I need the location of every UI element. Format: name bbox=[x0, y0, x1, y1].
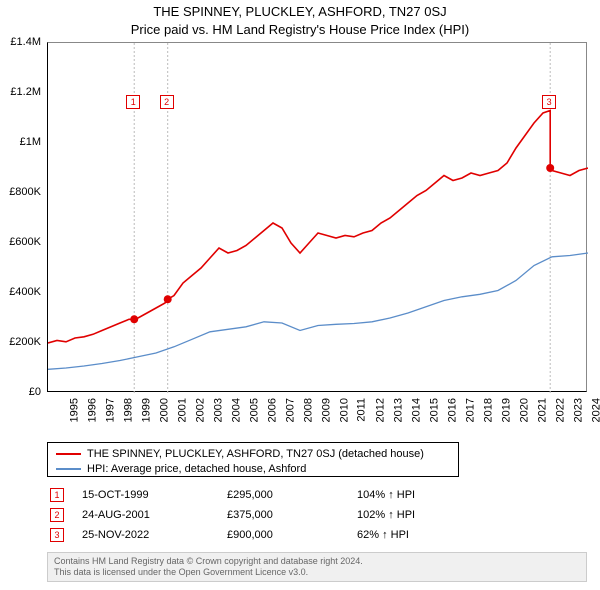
x-tick-label: 1998 bbox=[122, 398, 134, 422]
x-tick-label: 1995 bbox=[68, 398, 80, 422]
footer-attribution: Contains HM Land Registry data © Crown c… bbox=[47, 552, 587, 582]
legend-row-hpi: HPI: Average price, detached house, Ashf… bbox=[56, 461, 450, 476]
event-marker-small: 1 bbox=[50, 488, 64, 502]
event-date: 25-NOV-2022 bbox=[82, 529, 227, 541]
y-tick-label: £800K bbox=[9, 186, 41, 198]
legend-row-spinney: THE SPINNEY, PLUCKLEY, ASHFORD, TN27 0SJ… bbox=[56, 446, 450, 461]
x-tick-label: 2017 bbox=[464, 398, 476, 422]
event-price: £900,000 bbox=[227, 529, 357, 541]
event-price: £375,000 bbox=[227, 509, 357, 521]
x-tick-label: 2005 bbox=[248, 398, 260, 422]
y-tick-label: £200K bbox=[9, 336, 41, 348]
y-tick-label: £1.2M bbox=[10, 86, 41, 98]
event-marker-small: 2 bbox=[50, 508, 64, 522]
event-table: 1 15-OCT-1999£295,000104% ↑ HPI 2 24-AUG-20… bbox=[47, 485, 587, 545]
y-tick-label: £1M bbox=[20, 136, 41, 148]
x-tick-label: 2003 bbox=[212, 398, 224, 422]
legend-label-spinney: THE SPINNEY, PLUCKLEY, ASHFORD, TN27 0SJ… bbox=[87, 448, 424, 460]
legend-label-hpi: HPI: Average price, detached house, Ashf… bbox=[87, 463, 306, 475]
x-tick-label: 2004 bbox=[230, 398, 242, 422]
event-price: £295,000 bbox=[227, 489, 357, 501]
x-tick-label: 2013 bbox=[392, 398, 404, 422]
x-tick-label: 2022 bbox=[554, 398, 566, 422]
x-tick-label: 2002 bbox=[194, 398, 206, 422]
event-row: 2 24-AUG-2001£375,000102% ↑ HPI bbox=[47, 505, 587, 525]
x-axis-labels: 1995 1996 1997 1998 1999 2000 2001 2002 2003 2004… bbox=[47, 395, 587, 440]
event-row: 3 25-NOV-2022£900,00062% ↑ HPI bbox=[47, 525, 587, 545]
chart-title-subtitle: Price paid vs. HM Land Registry's House … bbox=[0, 22, 600, 37]
y-tick-label: £0 bbox=[29, 386, 41, 398]
y-tick-label: £1.4M bbox=[10, 36, 41, 48]
x-tick-label: 1999 bbox=[140, 398, 152, 422]
legend: THE SPINNEY, PLUCKLEY, ASHFORD, TN27 0SJ… bbox=[47, 442, 459, 477]
x-tick-label: 2021 bbox=[536, 398, 548, 422]
y-axis-labels: £0£200K£400K£600K£800K£1M£1.2M£1.4M bbox=[0, 42, 44, 392]
event-pct: 62% ↑ HPI bbox=[357, 529, 409, 541]
x-tick-label: 2009 bbox=[320, 398, 332, 422]
event-marker-small: 3 bbox=[50, 528, 64, 542]
event-marker-3: 3 bbox=[542, 95, 556, 109]
x-tick-label: 2014 bbox=[410, 398, 422, 422]
event-marker-2: 2 bbox=[160, 95, 174, 109]
x-tick-label: 1997 bbox=[104, 398, 116, 422]
event-date: 15-OCT-1999 bbox=[82, 489, 227, 501]
x-tick-label: 2010 bbox=[338, 398, 350, 422]
legend-line-spinney bbox=[56, 453, 81, 455]
x-tick-label: 2012 bbox=[374, 398, 386, 422]
event-row: 1 15-OCT-1999£295,000104% ↑ HPI bbox=[47, 485, 587, 505]
footer-line2: This data is licensed under the Open Gov… bbox=[54, 567, 580, 578]
legend-line-hpi bbox=[56, 468, 81, 470]
event-date: 24-AUG-2001 bbox=[82, 509, 227, 521]
event-pct: 102% ↑ HPI bbox=[357, 509, 415, 521]
x-tick-label: 2007 bbox=[284, 398, 296, 422]
x-tick-label: 2019 bbox=[500, 398, 512, 422]
footer-line1: Contains HM Land Registry data © Crown c… bbox=[54, 556, 580, 567]
x-tick-label: 2001 bbox=[176, 398, 188, 422]
chart-title-address: THE SPINNEY, PLUCKLEY, ASHFORD, TN27 0SJ bbox=[0, 4, 600, 19]
x-tick-label: 2015 bbox=[428, 398, 440, 422]
x-tick-label: 2018 bbox=[482, 398, 494, 422]
x-tick-label: 2000 bbox=[158, 398, 170, 422]
x-tick-label: 2011 bbox=[356, 398, 368, 422]
y-tick-label: £400K bbox=[9, 286, 41, 298]
x-tick-label: 2006 bbox=[266, 398, 278, 422]
y-tick-label: £600K bbox=[9, 236, 41, 248]
event-marker-1: 1 bbox=[126, 95, 140, 109]
x-tick-label: 1996 bbox=[86, 398, 98, 422]
event-pct: 104% ↑ HPI bbox=[357, 489, 415, 501]
x-tick-label: 2016 bbox=[446, 398, 458, 422]
x-tick-label: 2020 bbox=[518, 398, 530, 422]
x-tick-label: 2008 bbox=[302, 398, 314, 422]
x-tick-label: 2024 bbox=[590, 398, 600, 422]
x-tick-label: 2023 bbox=[572, 398, 584, 422]
